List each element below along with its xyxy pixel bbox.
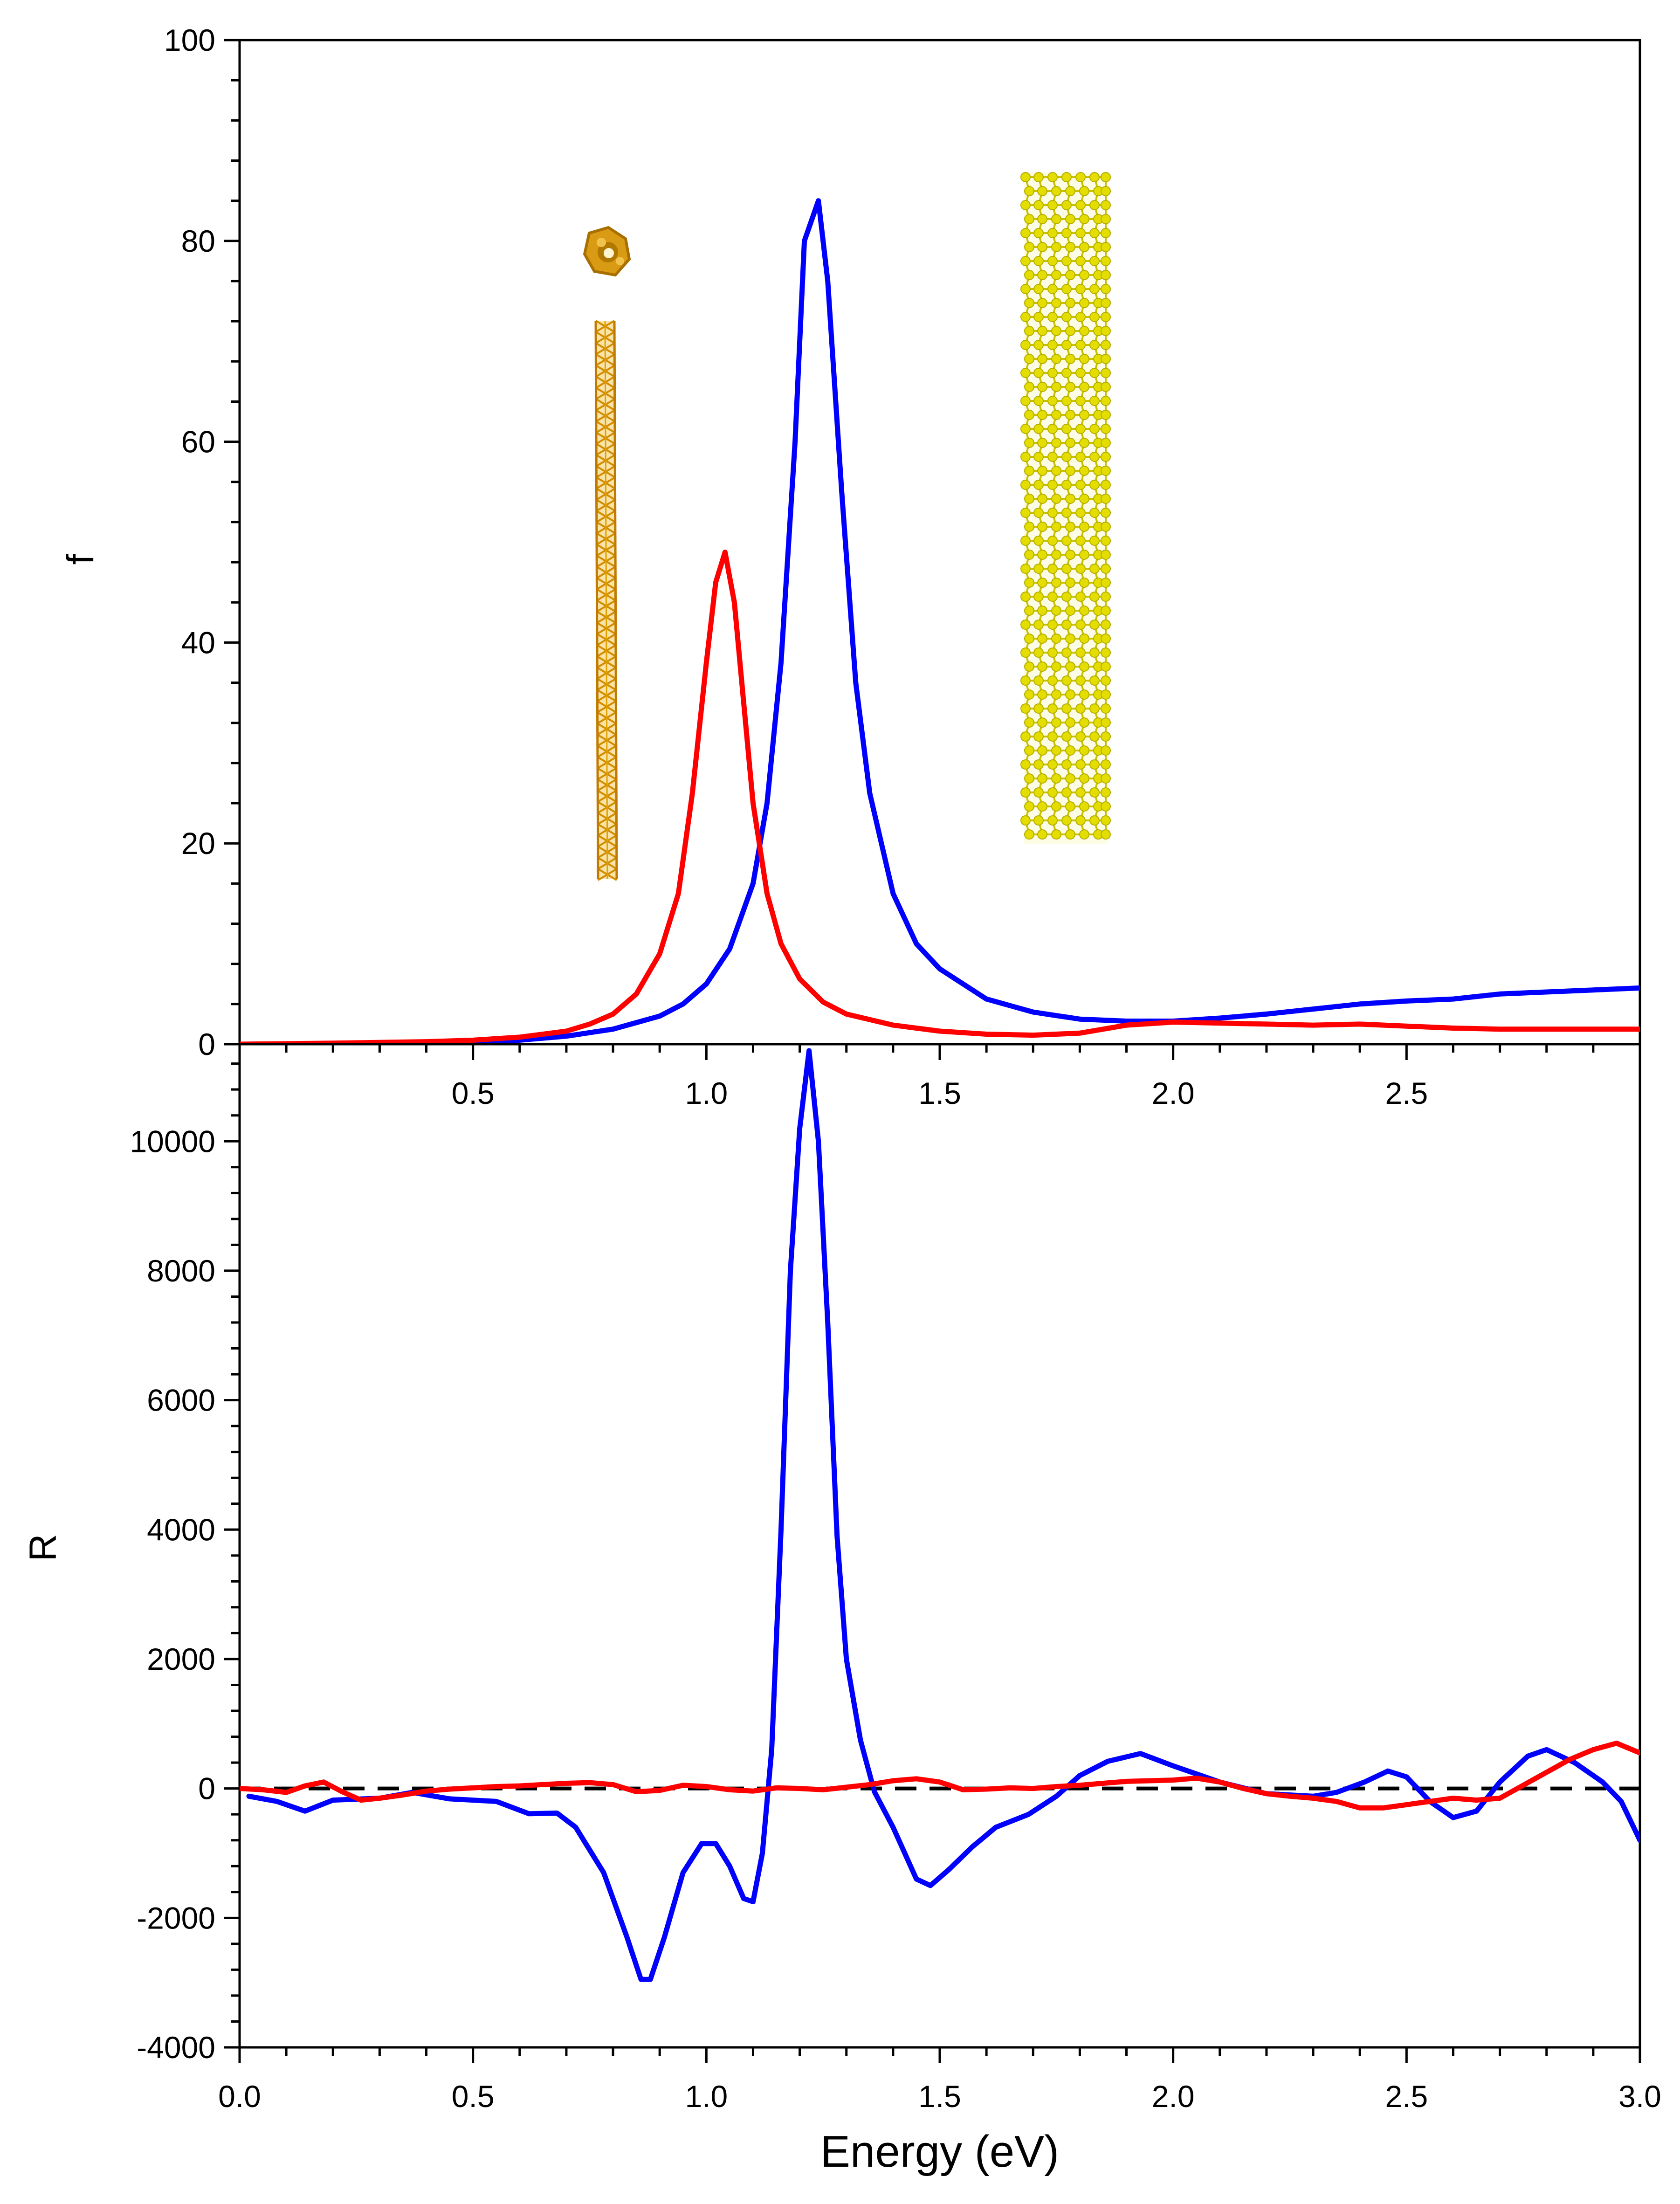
- nanotube-side-view-icon: [594, 320, 618, 881]
- x-tick-label: 2.5: [1385, 1076, 1428, 1110]
- top-plot-frame: [238, 39, 1641, 1046]
- x-tick-label: 0.5: [452, 2079, 495, 2114]
- x-tick-label: 2.5: [1385, 2079, 1428, 2114]
- top-y-axis-label: f: [59, 554, 102, 565]
- y-tick-label: 80: [181, 224, 215, 258]
- y-tick-label: 10000: [130, 1124, 215, 1158]
- x-tick-label: 2.0: [1152, 1076, 1195, 1110]
- series-blue-line: [240, 198, 1640, 1044]
- y-tick-label: 6000: [147, 1383, 215, 1418]
- y-tick-label: 8000: [147, 1254, 215, 1288]
- y-tick-label: -4000: [137, 2030, 215, 2065]
- x-axis-label: Energy (eV): [820, 2127, 1059, 2176]
- x-tick-label: 1.5: [918, 1076, 961, 1110]
- bottom-plot-frame: [238, 1043, 1641, 2049]
- top-x-ticks: 0.5 1.0 1.5 2.0 2.5: [238, 1044, 1641, 1110]
- y-tick-label: 40: [181, 625, 215, 660]
- x-tick-label: 0.5: [452, 1076, 495, 1110]
- y-tick-label: 2000: [147, 1642, 215, 1676]
- series-red-line: [240, 1741, 1640, 1811]
- y-tick-label: 4000: [147, 1512, 215, 1547]
- y-tick-label: 0: [198, 1027, 215, 1061]
- bottom-y-ticks: -4000 -2000 0 2000 4000 6000 8000 10000: [130, 1062, 240, 2065]
- inset-gold-nanotube-large: [1020, 172, 1111, 844]
- bottom-y-axis-label: R: [22, 1534, 64, 1561]
- x-tick-label: 2.0: [1152, 2079, 1195, 2114]
- y-tick-label: -2000: [137, 1901, 215, 1935]
- y-tick-label: 100: [164, 23, 215, 57]
- x-tick-label: 1.0: [685, 1076, 728, 1110]
- x-tick-label: 0.0: [218, 2079, 261, 2114]
- inset-gold-nanotube-small: [583, 226, 631, 881]
- bottom-x-ticks: 0.0 0.5 1.0 1.5 2.0 2.5 3.0: [218, 2047, 1661, 2114]
- y-tick-label: 0: [198, 1771, 215, 1806]
- y-tick-label: 20: [181, 826, 215, 861]
- x-tick-label: 1.5: [918, 2079, 961, 2114]
- top-y-ticks: 0 20 40 60 80 100: [164, 23, 240, 1061]
- x-tick-label: 1.0: [685, 2079, 728, 2114]
- series-blue-line: [246, 1048, 1640, 1982]
- x-tick-label: 3.0: [1618, 2079, 1661, 2114]
- nanotube-end-view-icon: [583, 226, 631, 277]
- series-red-line: [240, 550, 1640, 1044]
- top-panel: 0 20 40 60 80 100 0.5 1.0 1.5 2.0 2.5: [59, 23, 1641, 1110]
- y-tick-label: 60: [181, 425, 215, 459]
- bottom-panel: -4000 -2000 0 2000 4000 6000 8000 10000 0.0 0.5 1…: [22, 1043, 1661, 2176]
